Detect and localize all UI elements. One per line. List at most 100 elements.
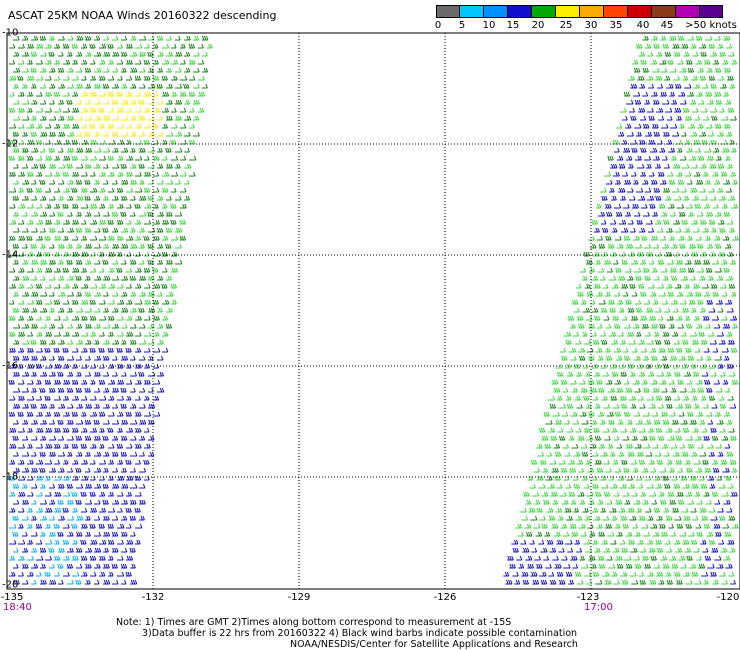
wind-barb xyxy=(556,571,564,577)
wind-barb xyxy=(629,371,636,377)
wind-barb xyxy=(522,547,530,553)
wind-barb xyxy=(608,563,616,569)
wind-barb xyxy=(130,531,136,537)
wind-barb xyxy=(684,139,691,145)
wind-barb xyxy=(666,259,675,265)
wind-barb xyxy=(139,419,147,425)
wind-barb xyxy=(684,171,692,177)
wind-barb xyxy=(613,491,620,497)
wind-barb xyxy=(647,371,655,377)
wind-barb xyxy=(714,91,722,97)
wind-barb xyxy=(627,507,635,513)
wind-barb xyxy=(689,275,696,281)
wind-barb xyxy=(135,395,141,401)
wind-barb xyxy=(63,299,70,305)
wind-barb xyxy=(89,523,96,529)
wind-barb xyxy=(692,427,699,433)
wind-barb xyxy=(659,235,667,241)
wind-barb xyxy=(162,59,170,65)
wind-barb xyxy=(67,371,74,377)
wind-barb xyxy=(607,443,614,449)
wind-barb xyxy=(9,507,16,513)
wind-barb xyxy=(152,123,159,129)
wind-barb xyxy=(682,427,690,433)
wind-barb xyxy=(618,363,626,369)
wind-barb xyxy=(610,163,618,169)
wind-barb xyxy=(679,387,687,393)
wind-barb xyxy=(691,195,699,201)
wind-barb xyxy=(656,459,664,465)
wind-barb xyxy=(45,219,52,225)
wind-barb xyxy=(678,267,687,273)
wind-barb xyxy=(702,83,709,89)
wind-barb xyxy=(693,139,701,145)
wind-barb xyxy=(605,523,613,529)
wind-barb xyxy=(540,579,548,585)
wind-barb xyxy=(635,275,642,281)
wind-barb xyxy=(90,507,98,513)
wind-barb xyxy=(135,251,141,257)
lat-label: -20 xyxy=(2,579,19,591)
wind-barb xyxy=(575,371,582,377)
wind-barb xyxy=(653,131,660,137)
wind-barb xyxy=(30,243,37,249)
wind-barb xyxy=(697,387,705,393)
wind-barb xyxy=(139,467,147,473)
wind-barb xyxy=(584,427,591,433)
wind-barb xyxy=(654,339,662,345)
wind-barb xyxy=(49,403,55,409)
wind-barb xyxy=(180,139,187,145)
wind-barb xyxy=(625,443,633,449)
wind-barb xyxy=(576,547,583,553)
wind-barb xyxy=(634,123,642,129)
wind-barb xyxy=(54,283,61,289)
wind-barb xyxy=(90,235,98,241)
wind-barb xyxy=(553,531,561,537)
wind-barb xyxy=(514,579,521,585)
wind-barb xyxy=(706,243,714,249)
wind-barb xyxy=(634,443,642,449)
wind-barb xyxy=(184,99,191,105)
wind-barb xyxy=(631,491,638,497)
wind-barb xyxy=(36,347,43,353)
wind-barb xyxy=(711,171,719,177)
wind-barb xyxy=(153,171,160,177)
wind-barb xyxy=(615,355,623,361)
wind-barb xyxy=(721,203,728,209)
wind-barb xyxy=(40,51,47,57)
wind-barb xyxy=(697,67,704,73)
wind-barb xyxy=(702,403,709,409)
wind-barb xyxy=(39,35,47,41)
wind-barb xyxy=(598,563,606,569)
wind-barb xyxy=(556,539,564,545)
wind-barb xyxy=(663,451,670,457)
wind-barb xyxy=(728,515,736,521)
wind-barb xyxy=(40,275,46,281)
wind-barb xyxy=(586,347,594,353)
wind-barb xyxy=(76,115,83,121)
wind-barb xyxy=(588,411,595,417)
wind-barb xyxy=(90,331,97,337)
wind-barb xyxy=(649,435,656,441)
wind-barb xyxy=(693,259,702,265)
wind-barb xyxy=(75,227,83,233)
wind-barb xyxy=(725,475,732,481)
wind-barb xyxy=(130,243,138,249)
wind-barb xyxy=(121,355,129,361)
wind-barb xyxy=(126,219,132,225)
wind-barb xyxy=(613,203,622,209)
wind-barb xyxy=(567,315,575,321)
wind-barb xyxy=(602,427,610,433)
wind-barb xyxy=(585,259,593,265)
wind-barb xyxy=(677,179,685,185)
wind-barb xyxy=(667,291,675,297)
wind-barb xyxy=(84,67,92,73)
wind-barb xyxy=(35,523,43,529)
wind-barb xyxy=(581,451,589,457)
wind-barb xyxy=(633,211,641,217)
wind-barb xyxy=(627,451,635,457)
wind-barb xyxy=(84,35,92,41)
wind-barb xyxy=(637,75,645,81)
wind-barb xyxy=(666,83,674,89)
wind-barb xyxy=(584,371,591,377)
